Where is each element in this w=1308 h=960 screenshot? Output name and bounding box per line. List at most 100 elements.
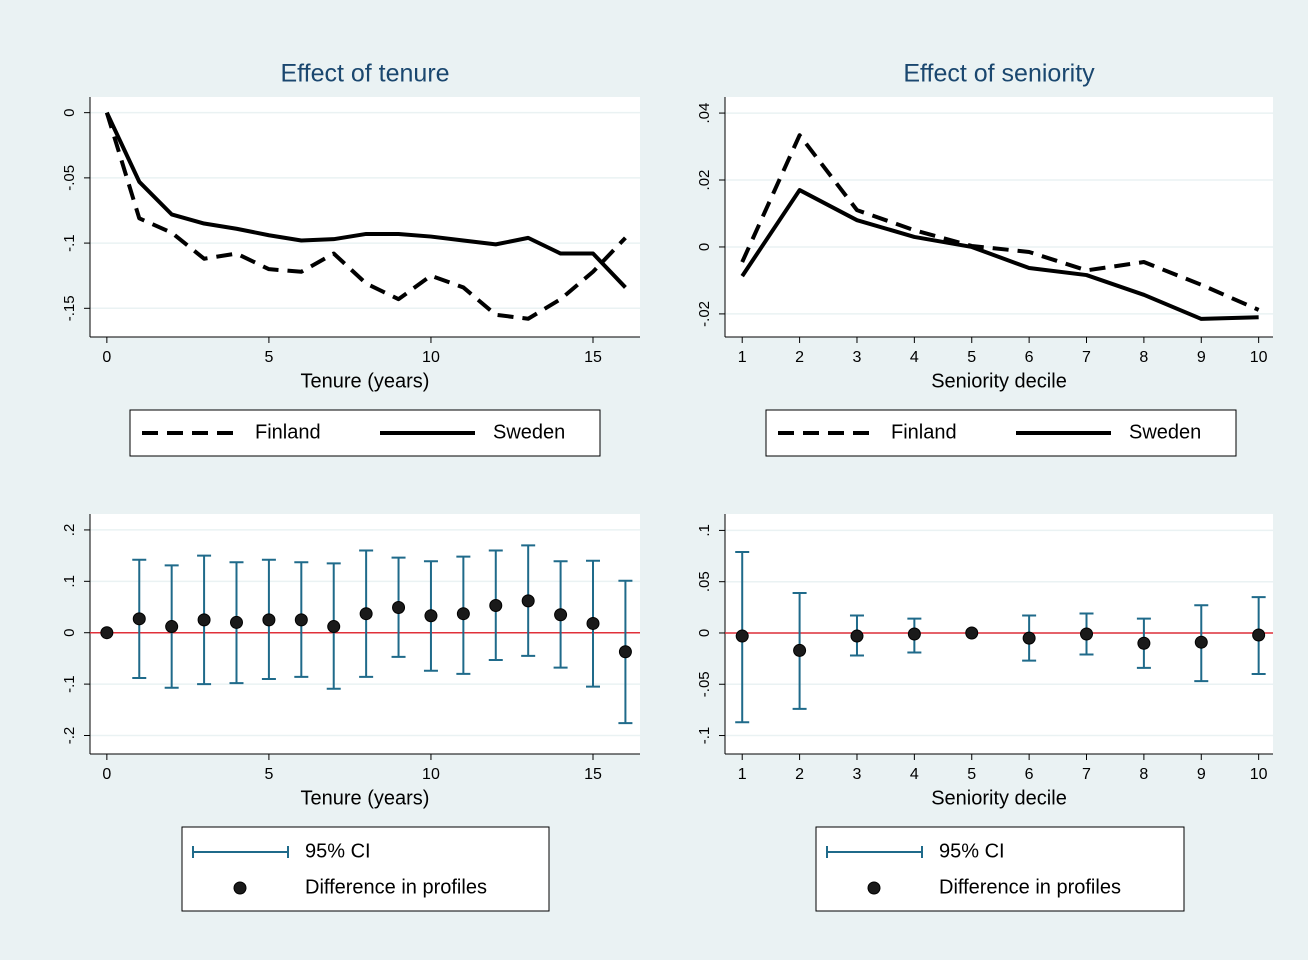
y-tick-label: .02 (696, 170, 713, 191)
y-tick-label: -.15 (61, 295, 78, 321)
legend-box (129, 409, 601, 457)
chart-title: Effect of seniority (903, 60, 1095, 88)
legend-box (815, 826, 1185, 912)
point (1252, 628, 1266, 642)
x-tick-label: 10 (422, 766, 440, 783)
x-tick-label: 3 (853, 349, 862, 366)
x-tick-label: 7 (1082, 349, 1091, 366)
legend-label: 95% CI (939, 840, 1005, 862)
x-tick-label: 1 (738, 349, 747, 366)
legend-box (765, 409, 1237, 457)
x-axis-title: Tenure (years) (301, 370, 430, 392)
point (197, 613, 211, 627)
legend-label: 95% CI (305, 840, 371, 862)
y-tick-label: -.1 (61, 234, 78, 252)
legend-label: Sweden (1129, 421, 1201, 443)
x-tick-label: 4 (910, 766, 919, 783)
point (262, 613, 276, 627)
y-tick-label: -.05 (61, 165, 78, 191)
x-tick-label: 5 (967, 766, 976, 783)
x-tick-label: 15 (584, 766, 602, 783)
plot-area (90, 514, 640, 754)
point (294, 613, 308, 627)
point (965, 626, 979, 640)
legend-swatch (867, 881, 881, 895)
point (1022, 631, 1036, 645)
x-tick-label: 8 (1139, 766, 1148, 783)
x-axis-title: Seniority decile (931, 370, 1067, 392)
legend-box (181, 826, 550, 912)
legend-label: Sweden (493, 421, 565, 443)
y-tick-label: .05 (696, 571, 713, 592)
chart-title: Effect of tenure (280, 60, 449, 88)
plot-area (725, 97, 1273, 337)
y-tick-label: 0 (61, 108, 78, 116)
x-tick-label: 3 (853, 766, 862, 783)
x-tick-label: 10 (1250, 349, 1268, 366)
y-tick-label: 0 (696, 629, 713, 637)
y-tick-label: -.2 (61, 727, 78, 745)
legend-label: Finland (891, 421, 957, 443)
y-tick-label: -.1 (61, 675, 78, 693)
x-tick-label: 2 (795, 349, 804, 366)
point (735, 629, 749, 643)
point (521, 594, 535, 608)
point (392, 601, 406, 615)
x-tick-label: 5 (967, 349, 976, 366)
x-tick-label: 5 (264, 349, 273, 366)
x-tick-label: 1 (738, 766, 747, 783)
y-tick-label: .1 (61, 575, 78, 588)
line-series (740, 133, 1260, 312)
point (554, 608, 568, 622)
point (359, 607, 373, 621)
x-tick-label: 7 (1082, 766, 1091, 783)
x-tick-label: 8 (1139, 349, 1148, 366)
point (165, 620, 179, 634)
y-tick-label: 0 (61, 629, 78, 637)
point (100, 626, 114, 640)
x-tick-label: 0 (102, 766, 111, 783)
x-tick-label: 10 (1250, 766, 1268, 783)
point (132, 612, 146, 626)
point (327, 620, 341, 634)
y-tick-label: -.1 (696, 727, 713, 745)
y-tick-label: .04 (696, 103, 713, 124)
y-tick-label: 0 (696, 243, 713, 251)
point (850, 629, 864, 643)
y-tick-label: -.05 (696, 671, 713, 697)
x-tick-label: 5 (264, 766, 273, 783)
y-tick-label: -.02 (696, 301, 713, 327)
x-tick-label: 9 (1197, 766, 1206, 783)
point (456, 607, 470, 621)
x-tick-label: 9 (1197, 349, 1206, 366)
point (793, 643, 807, 657)
y-tick-label: .1 (696, 524, 713, 537)
x-axis-title: Seniority decile (931, 787, 1067, 809)
legend-label: Finland (255, 421, 321, 443)
x-axis-title: Tenure (years) (301, 787, 430, 809)
x-tick-label: 15 (584, 349, 602, 366)
y-tick-label: .2 (61, 524, 78, 537)
x-tick-label: 6 (1025, 349, 1034, 366)
legend-label: Difference in profiles (939, 876, 1121, 898)
point (618, 645, 632, 659)
x-tick-label: 10 (422, 349, 440, 366)
point (424, 609, 438, 623)
point (907, 627, 921, 641)
point (489, 598, 503, 612)
legend-swatch (826, 846, 923, 858)
point (229, 615, 243, 629)
point (1080, 627, 1094, 641)
point (586, 616, 600, 630)
point (1137, 636, 1151, 650)
legend-label: Difference in profiles (305, 876, 487, 898)
legend-swatch (233, 881, 247, 895)
x-tick-label: 4 (910, 349, 919, 366)
line-series (105, 111, 627, 289)
line-series (740, 188, 1259, 321)
x-tick-label: 6 (1025, 766, 1034, 783)
legend-swatch (192, 846, 289, 858)
x-tick-label: 2 (795, 766, 804, 783)
plot-area (725, 514, 1273, 754)
